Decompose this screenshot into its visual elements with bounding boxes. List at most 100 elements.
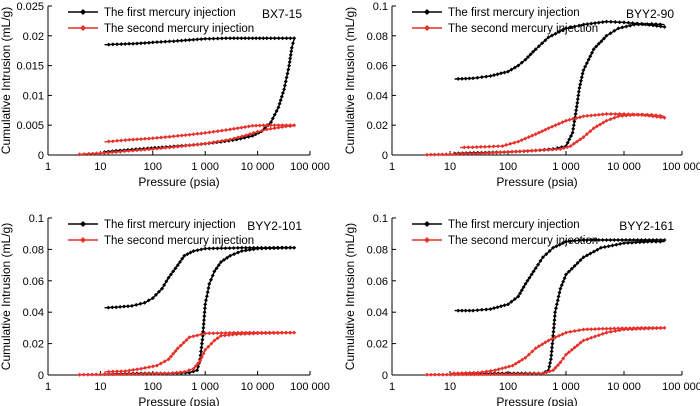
data-marker bbox=[604, 330, 609, 335]
data-marker bbox=[577, 86, 582, 90]
data-marker bbox=[127, 137, 132, 142]
data-marker bbox=[585, 327, 590, 332]
data-marker bbox=[131, 137, 136, 142]
data-marker bbox=[123, 138, 128, 143]
data-marker bbox=[175, 263, 180, 268]
data-marker bbox=[553, 31, 558, 36]
data-marker bbox=[499, 304, 503, 309]
data-marker bbox=[191, 143, 196, 147]
data-marker bbox=[513, 361, 518, 366]
data-marker bbox=[204, 294, 209, 299]
data-marker bbox=[235, 126, 240, 131]
data-marker bbox=[647, 22, 652, 27]
data-marker bbox=[119, 42, 124, 47]
data-marker bbox=[131, 41, 136, 46]
data-marker bbox=[471, 151, 476, 156]
data-marker bbox=[662, 24, 667, 29]
data-marker bbox=[506, 69, 510, 74]
data-marker bbox=[622, 241, 626, 246]
data-marker bbox=[139, 41, 143, 46]
data-marker bbox=[504, 372, 509, 377]
data-marker bbox=[523, 57, 528, 62]
data-marker bbox=[288, 52, 293, 57]
x-tick-label: 10 000 bbox=[241, 381, 275, 393]
data-marker bbox=[283, 330, 288, 335]
data-marker bbox=[424, 152, 429, 157]
y-tick-label: 0.06 bbox=[367, 276, 388, 288]
data-marker bbox=[540, 129, 545, 134]
data-marker bbox=[191, 366, 196, 371]
data-marker bbox=[561, 356, 566, 361]
data-marker bbox=[487, 144, 492, 149]
y-tick-label: 0.1 bbox=[373, 213, 388, 225]
data-marker bbox=[530, 349, 535, 354]
series-line-first-extrusion bbox=[454, 239, 665, 312]
data-marker bbox=[289, 45, 294, 50]
data-marker bbox=[247, 330, 252, 335]
data-marker bbox=[589, 335, 594, 340]
data-marker bbox=[250, 133, 255, 138]
data-marker bbox=[626, 112, 631, 117]
data-marker bbox=[510, 149, 514, 154]
data-marker bbox=[166, 275, 171, 280]
data-marker bbox=[552, 318, 557, 323]
series-line-first-intrusion bbox=[104, 38, 295, 153]
data-marker bbox=[178, 343, 183, 348]
data-marker bbox=[205, 290, 210, 295]
data-marker bbox=[225, 255, 230, 260]
y-tick-label: 0 bbox=[38, 370, 44, 382]
data-marker bbox=[288, 330, 293, 335]
data-marker bbox=[594, 44, 599, 49]
data-marker bbox=[550, 33, 554, 38]
legend-marker-first bbox=[424, 9, 430, 15]
data-marker bbox=[600, 112, 605, 117]
y-tick-label: 0.025 bbox=[16, 1, 44, 13]
data-marker bbox=[247, 245, 252, 250]
data-marker bbox=[212, 338, 217, 343]
data-marker bbox=[478, 144, 483, 149]
data-marker bbox=[199, 37, 204, 42]
data-marker bbox=[150, 371, 155, 376]
data-marker bbox=[146, 136, 151, 141]
data-marker bbox=[513, 149, 518, 154]
data-marker bbox=[287, 63, 292, 68]
data-marker bbox=[264, 127, 269, 132]
data-marker bbox=[596, 326, 601, 331]
y-tick-label: 0 bbox=[382, 150, 388, 162]
data-marker bbox=[127, 368, 132, 373]
data-marker bbox=[647, 238, 652, 242]
data-marker bbox=[184, 338, 189, 343]
data-marker bbox=[572, 329, 577, 333]
data-marker bbox=[280, 91, 285, 95]
data-marker bbox=[575, 261, 580, 265]
data-marker bbox=[610, 243, 615, 248]
data-marker bbox=[572, 263, 577, 268]
data-marker bbox=[569, 266, 574, 271]
data-marker bbox=[604, 326, 609, 331]
data-marker bbox=[183, 38, 188, 43]
data-marker bbox=[564, 272, 568, 277]
data-marker bbox=[654, 325, 659, 330]
data-marker bbox=[168, 354, 173, 359]
data-marker bbox=[617, 20, 622, 25]
data-marker bbox=[235, 36, 240, 41]
data-marker bbox=[440, 152, 445, 157]
data-marker bbox=[246, 124, 251, 129]
data-marker bbox=[523, 355, 528, 360]
data-marker bbox=[492, 372, 497, 377]
y-tick-label: 0 bbox=[382, 370, 388, 382]
data-marker bbox=[479, 151, 484, 156]
data-marker bbox=[531, 269, 536, 274]
data-marker bbox=[206, 344, 211, 349]
data-marker bbox=[142, 300, 147, 305]
legend-marker-first bbox=[80, 9, 86, 15]
x-tick-label: 100 bbox=[144, 161, 162, 173]
data-marker bbox=[651, 114, 655, 119]
data-marker bbox=[533, 47, 538, 52]
data-marker bbox=[114, 305, 119, 310]
data-marker bbox=[502, 303, 507, 308]
data-marker bbox=[550, 336, 554, 341]
x-axis-label: Pressure (psia) bbox=[496, 175, 577, 189]
y-tick-label: 0.02 bbox=[367, 339, 388, 351]
data-marker bbox=[488, 372, 493, 377]
